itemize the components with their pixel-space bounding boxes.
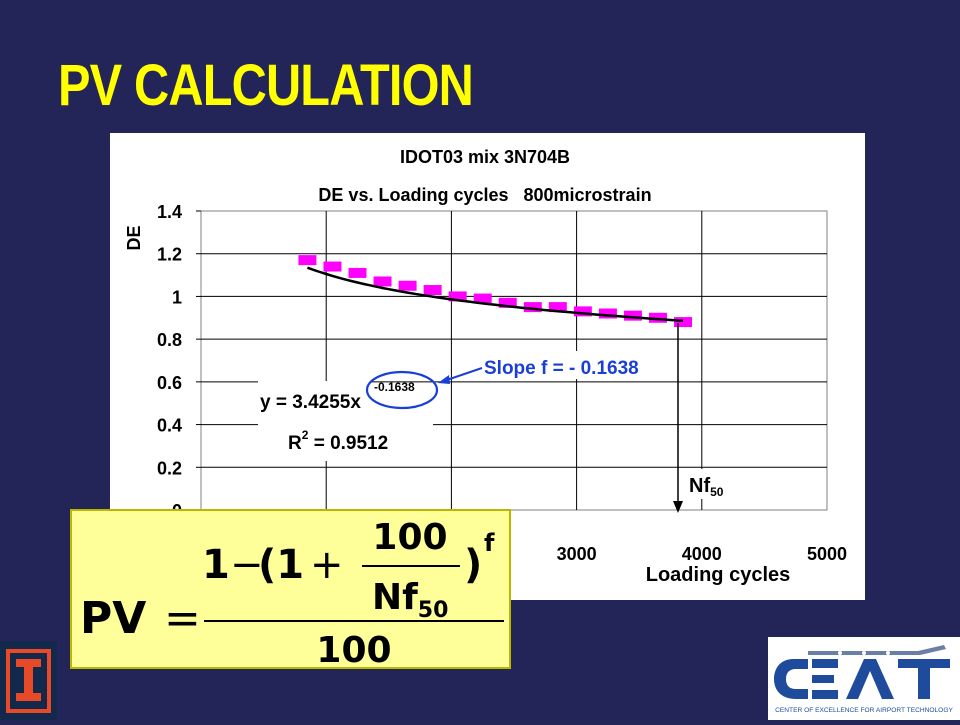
y-tick-label: 0.4 (157, 416, 182, 436)
equation-prefix: y = 3.4255x (260, 392, 361, 413)
x-tick-label: 4000 (682, 544, 722, 564)
data-point (298, 255, 317, 266)
illinois-block-i-icon (6, 649, 51, 713)
trendline (306, 266, 684, 323)
r2-sup: 2 (302, 428, 309, 442)
y-tick-label: 1.4 (157, 202, 182, 222)
data-point (373, 276, 392, 287)
x-tick-label: 5000 (807, 544, 847, 564)
data-point (398, 280, 417, 291)
illinois-logo (0, 641, 57, 720)
data-point (548, 302, 567, 313)
slope-box (482, 351, 670, 379)
numerator-paren-one: (1 (258, 542, 304, 588)
exponent-highlight-ellipse (365, 370, 439, 410)
r2-box (258, 423, 433, 461)
data-point (523, 302, 542, 313)
x-axis-label: Loading cycles (646, 564, 791, 586)
numerator-exponent: f (484, 529, 495, 557)
inner-nf-sub: 50 (418, 598, 449, 623)
r2-prefix: R (288, 433, 302, 454)
data-point (598, 308, 617, 319)
x-tick-label: 3000 (557, 544, 597, 564)
y-tick-label: 1.2 (157, 245, 182, 265)
y-tick-label: 0.8 (157, 330, 182, 350)
data-point (674, 317, 693, 328)
data-point (473, 293, 492, 304)
slope-arrow-head (438, 375, 450, 384)
data-point (448, 291, 467, 302)
y-axis-label: DE (124, 225, 144, 250)
y-tick-label: 0.2 (157, 458, 182, 478)
data-point (423, 285, 442, 296)
ceat-logo: CENTER OF EXCELLENCE FOR AIRPORT TECHNOL… (768, 637, 960, 720)
equation-exponent: -0.1638 (374, 380, 415, 394)
inner-numerator-100: 100 (372, 517, 447, 558)
nf-text: Nf (689, 475, 710, 497)
denominator-100: 100 (316, 630, 391, 667)
pv-formula-box: PV = 1 − (1 + 100 Nf50 ) f 100 (70, 509, 511, 671)
pv-equals: = (164, 593, 201, 644)
ceat-logo-text: CENTER OF EXCELLENCE FOR AIRPORT TECHNOL… (775, 707, 953, 714)
numerator-minus: − (230, 542, 264, 588)
data-point (573, 306, 592, 317)
y-tick-label: 0.6 (157, 373, 182, 393)
nf-arrow-head (673, 501, 683, 513)
inner-nf: Nf (372, 577, 418, 618)
pv-formula-svg: PV = 1 − (1 + 100 Nf50 ) f 100 (80, 517, 504, 671)
chart-svg: IDOT03 mix 3N704B DE vs. Loading cycles … (124, 147, 847, 586)
data-point (648, 312, 667, 323)
nf-box (685, 469, 740, 499)
slope-label: Slope f = - 0.1638 (484, 358, 639, 379)
chart-title-line2: DE vs. Loading cycles 800microstrain (318, 185, 651, 205)
numerator-one: 1 (202, 542, 230, 588)
y-tick-label: 1 (172, 287, 182, 307)
data-point (323, 261, 342, 272)
ceat-logo-graphic: CENTER OF EXCELLENCE FOR AIRPORT TECHNOL… (768, 637, 960, 720)
numerator-plus: + (310, 542, 344, 588)
r2-value: = 0.9512 (308, 433, 388, 454)
slide-title: PV CALCULATION (58, 53, 474, 118)
equation-label: y = 3.4255x (260, 392, 361, 413)
data-point (498, 297, 517, 308)
pv-lhs: PV (80, 593, 146, 644)
data-point (348, 267, 367, 278)
r2-label: R2 = 0.9512 (288, 428, 388, 454)
chart-title-line1: IDOT03 mix 3N704B (400, 147, 570, 167)
nf-sub: 50 (710, 485, 724, 499)
nf-label: Nf50 (689, 475, 724, 499)
numerator-paren-close: ) (464, 542, 482, 588)
data-point (623, 310, 642, 321)
inner-denominator-nf: Nf50 (372, 577, 448, 623)
